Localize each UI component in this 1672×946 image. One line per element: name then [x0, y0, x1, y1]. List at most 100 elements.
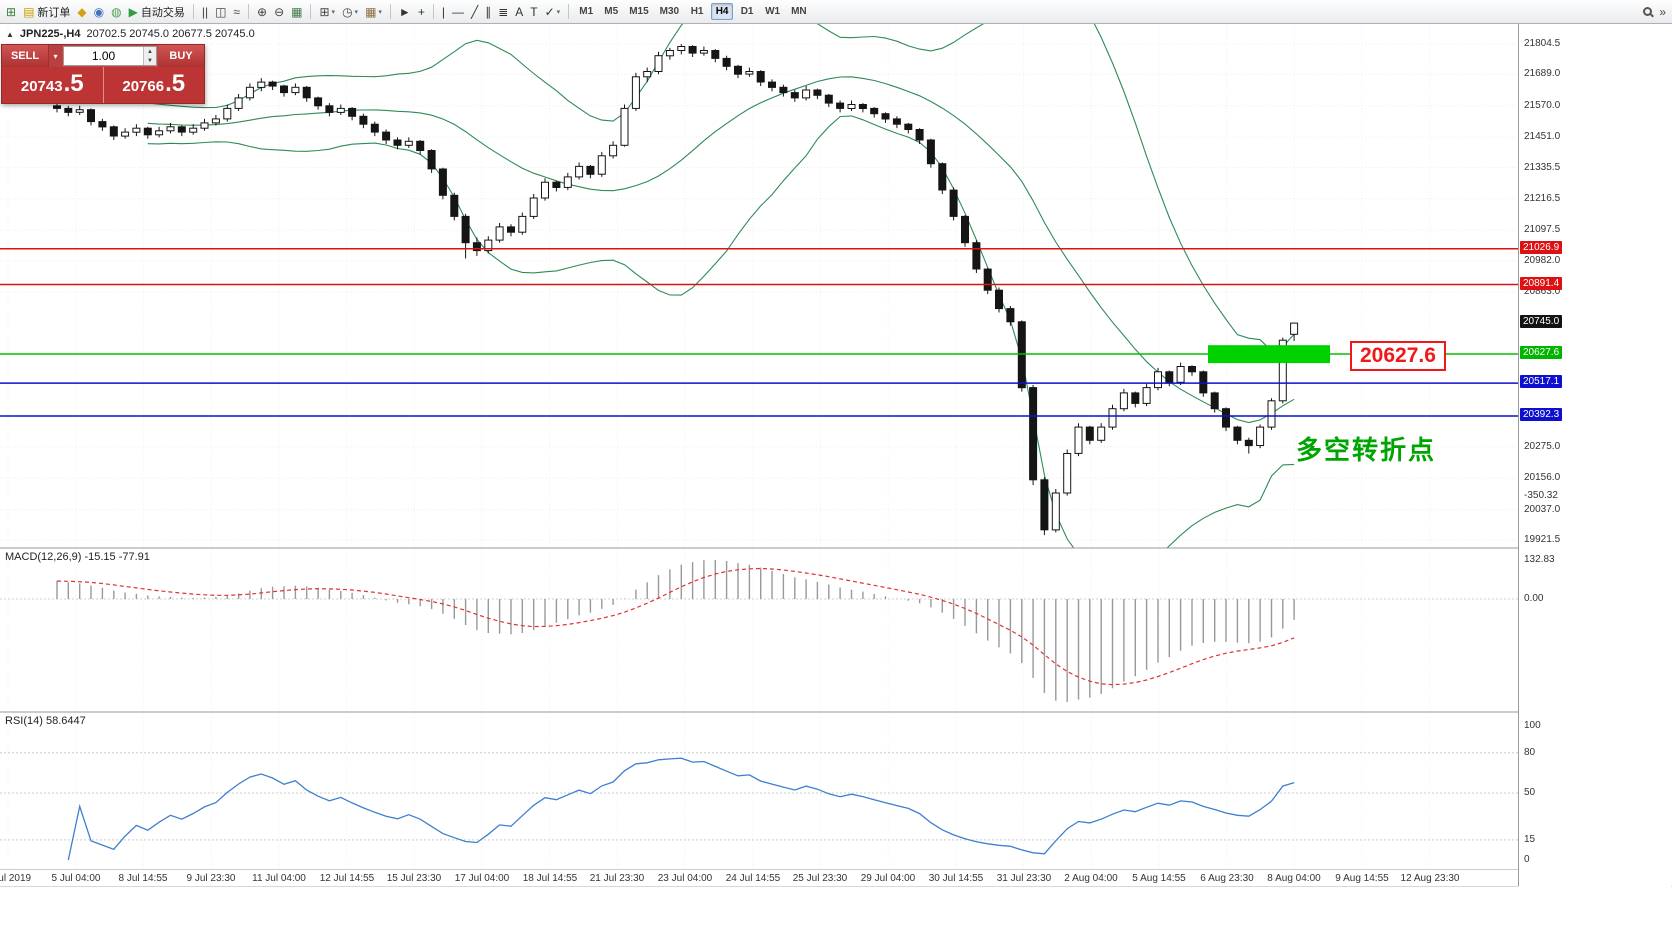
price-tick-label: 20275.0: [1524, 441, 1561, 452]
sell-button[interactable]: SELL: [2, 45, 48, 67]
price-tick-label: 21335.5: [1524, 162, 1561, 173]
rsi-axis-label: 15: [1524, 834, 1536, 845]
price-tag: 21026.9: [1520, 241, 1563, 254]
sell-price[interactable]: 20743.5: [2, 67, 104, 103]
autotrading-button[interactable]: ▶ 自动交易: [128, 4, 185, 19]
timeframe-m5[interactable]: M5: [604, 6, 619, 17]
search-icon[interactable]: [1640, 2, 1655, 22]
order-type-dropdown[interactable]: ▾: [48, 45, 62, 67]
time-tick-label: 11 Jul 04:00: [252, 873, 306, 884]
time-tick-label: 21 Jul 23:30: [589, 873, 645, 884]
toolbar-separator: [192, 4, 194, 19]
trendline-icon[interactable]: ╱: [470, 4, 479, 19]
vertical-line-icon[interactable]: |: [441, 4, 445, 19]
price-axis-separator: [1518, 24, 1519, 886]
history-center-icon[interactable]: ◍: [111, 4, 122, 19]
new-chart-menu[interactable]: ⊞ ▾: [319, 4, 336, 19]
time-tick-label: 9 Jul 23:30: [186, 873, 236, 884]
timeframe-w1[interactable]: W1: [765, 6, 781, 17]
price-tag: 20745.0: [1520, 315, 1563, 328]
terminal-icon[interactable]: ⊞: [6, 4, 17, 19]
time-tick-label: 29 Jul 04:00: [860, 873, 916, 884]
cursor-icon[interactable]: ►: [398, 4, 411, 19]
chart-symbol-header: ▲ JPN225-,H4 20702.5 20745.0 20677.5 207…: [6, 28, 255, 40]
sell-price-pips: .5: [63, 70, 84, 97]
rsi-axis-label: 50: [1524, 787, 1536, 798]
one-click-trading-panel: SELL ▾ ▲ ▼ BUY 20743.5 20766.5: [1, 44, 205, 104]
timeframe-d1[interactable]: D1: [740, 6, 754, 17]
volume-decrease-button[interactable]: ▼: [144, 56, 156, 65]
timeframe-m1[interactable]: M1: [579, 6, 594, 17]
crosshair-icon[interactable]: +: [417, 4, 425, 19]
time-tick-label: 8 Aug 04:00: [1267, 873, 1321, 884]
toolbar-separator: [432, 4, 434, 19]
price-tick-label: 21451.0: [1524, 131, 1561, 142]
buy-button[interactable]: BUY: [158, 45, 204, 67]
market-watch-icon[interactable]: ◆: [77, 4, 87, 19]
price-tick-label: 21216.5: [1524, 193, 1561, 204]
buy-price-main: 20766: [122, 78, 165, 95]
buy-price-pips: .5: [165, 70, 186, 97]
rsi-axis-label: 100: [1524, 720, 1541, 731]
volume-spinner: ▲ ▼: [143, 47, 156, 65]
channel-icon[interactable]: ∥: [485, 4, 492, 19]
price-tick-label: 20863.0: [1524, 286, 1561, 297]
timeframe-mn[interactable]: MN: [791, 6, 807, 17]
annotation-note: 多空转折点: [1296, 435, 1437, 465]
time-tick-label: 23 Jul 04:00: [657, 873, 713, 884]
horizontal-line-icon[interactable]: —: [451, 4, 464, 19]
symbol-title: JPN225-,H4: [19, 28, 81, 40]
ohlc-readout: 20702.5 20745.0 20677.5 20745.0: [86, 28, 255, 40]
price-tick-label: 21570.0: [1524, 100, 1561, 111]
time-tick-label: 30 Jul 14:55: [928, 873, 984, 884]
buy-price[interactable]: 20766.5: [104, 67, 205, 103]
price-axis[interactable]: 21804.5 21689.0 21570.0 21451.0 21335.5 21216…: [1519, 0, 1671, 946]
volume-input[interactable]: [64, 47, 143, 65]
volume-increase-button[interactable]: ▲: [144, 47, 156, 56]
price-tick-label: 20037.0: [1524, 504, 1561, 515]
zoom-out-icon[interactable]: ⊖: [274, 4, 285, 19]
timeframe-m15[interactable]: M15: [629, 6, 649, 17]
fibonacci-icon[interactable]: ≣: [498, 4, 509, 19]
arrows-menu[interactable]: ✓ ▾: [544, 4, 561, 19]
templates-menu[interactable]: ▦ ▾: [365, 4, 382, 19]
price-tag: 20891.4: [1520, 277, 1563, 290]
toolbar-overflow-icon[interactable]: »: [1659, 4, 1666, 19]
bar-chart-icon[interactable]: ||: [201, 4, 209, 19]
time-tick-label: 25 Jul 23:30: [792, 873, 848, 884]
time-axis[interactable]: 5 Jul 2019 5 Jul 04:00 8 Jul 14:55 9 Jul 23…: [0, 870, 1672, 886]
timeframe-m30[interactable]: M30: [659, 6, 680, 17]
rsi-axis-label: 80: [1524, 747, 1536, 758]
time-tick-label: 5 Jul 04:00: [51, 873, 101, 884]
time-tick-label: 6 Aug 23:30: [1200, 873, 1254, 884]
price-tick-label: 21097.5: [1524, 224, 1561, 235]
timeframe-h1[interactable]: H1: [690, 6, 704, 17]
time-tick-label: 12 Jul 14:55: [319, 873, 375, 884]
label-icon[interactable]: T: [530, 4, 538, 19]
time-tick-label: 12 Aug 23:30: [1400, 873, 1460, 884]
periods-menu[interactable]: ◷ ▾: [342, 4, 359, 19]
line-chart-icon[interactable]: ≈: [233, 4, 241, 19]
toolbar-separator: [389, 4, 391, 19]
candlestick-chart-icon[interactable]: ◫: [215, 4, 227, 19]
main-chart-canvas[interactable]: [0, 24, 1518, 886]
zoom-in-icon[interactable]: ⊕: [257, 4, 268, 19]
price-tick-label: 21689.0: [1524, 68, 1561, 79]
toolbar: ⊞ ▤ 新订单 ◆ ◉ ◍ ▶ 自动交易 || ◫ ≈ ⊕ ⊖ ▦ ⊞ ▾ ◷ ▾ ▦ ▾ ► + | — ╱ ∥ ≣ A T ✓ ▾ M1 M…: [0, 0, 1672, 24]
text-icon[interactable]: A: [515, 4, 524, 19]
new-order-button[interactable]: ▤ 新订单: [23, 4, 71, 19]
navigator-icon[interactable]: ◉: [93, 4, 105, 19]
time-tick-label: 8 Jul 14:55: [118, 873, 168, 884]
price-tick-label: 21804.5: [1524, 38, 1561, 49]
sell-price-main: 20743: [20, 78, 63, 95]
price-tag: 20517.1: [1520, 375, 1563, 388]
time-tick-label: 17 Jul 04:00: [454, 873, 510, 884]
toolbar-separator: [568, 4, 570, 19]
rsi-axis-label: 0: [1524, 854, 1530, 865]
tile-windows-icon[interactable]: ▦: [291, 4, 303, 19]
time-tick-label: 9 Aug 14:55: [1335, 873, 1389, 884]
timeframe-h4[interactable]: H4: [711, 3, 734, 20]
chart-window-icon: ▲: [6, 29, 14, 39]
level-price-label: 20627.6: [1350, 341, 1446, 371]
time-tick-label: 2 Aug 04:00: [1064, 873, 1118, 884]
